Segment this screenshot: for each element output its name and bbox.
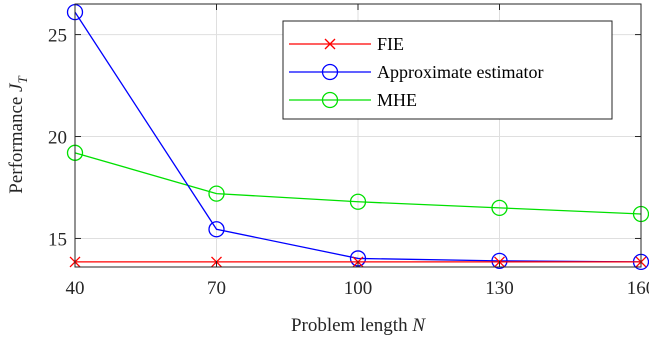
x-axis-label-symbol: N [411,315,426,336]
legend-marker-2 [321,91,339,109]
series-line-1 [74,11,642,263]
series-point-1 [491,252,508,270]
series-point-2 [349,193,367,210]
y-tick-label: 20 [48,128,67,149]
x-tick-label: 100 [344,278,373,299]
legend-marker-0-stroke-b [324,38,336,50]
legend: FIE Approximate estimator MHE [282,20,613,120]
ticks: 40 70 100 130 160 15 20 25 [48,4,649,299]
y-tick-label: 25 [48,26,67,47]
y-tick-label: 15 [48,229,67,250]
legend-label-2: MHE [377,90,417,110]
y-axis-label-subscript: T [15,75,30,83]
x-tick-label: 70 [207,278,226,299]
x-tick-label: 130 [485,278,514,299]
legend-label-0: FIE [377,34,404,54]
legend-entry-2: MHE [289,90,417,110]
x-tick-label: 40 [66,278,85,299]
series-1 [66,4,649,271]
x-axis-label-text: Problem length [291,315,408,336]
legend-marker-1 [321,63,339,81]
legend-entry-0: FIE [289,34,404,54]
x-axis-label: Problem length N [291,315,426,336]
legend-marker-0 [324,38,336,50]
series-point-1 [208,221,225,238]
series-point-2 [491,199,508,217]
y-axis-label-text: Performance [6,97,27,194]
series-line-2 [74,152,642,215]
legend-label-1: Approximate estimator [377,62,543,82]
y-axis-label: Performance JT [6,75,30,193]
legend-entry-1: Approximate estimator [289,62,543,82]
series-point-2 [208,185,225,202]
x-tick-label: 160 [627,278,649,299]
y-axis-label-symbol: J [6,82,27,92]
